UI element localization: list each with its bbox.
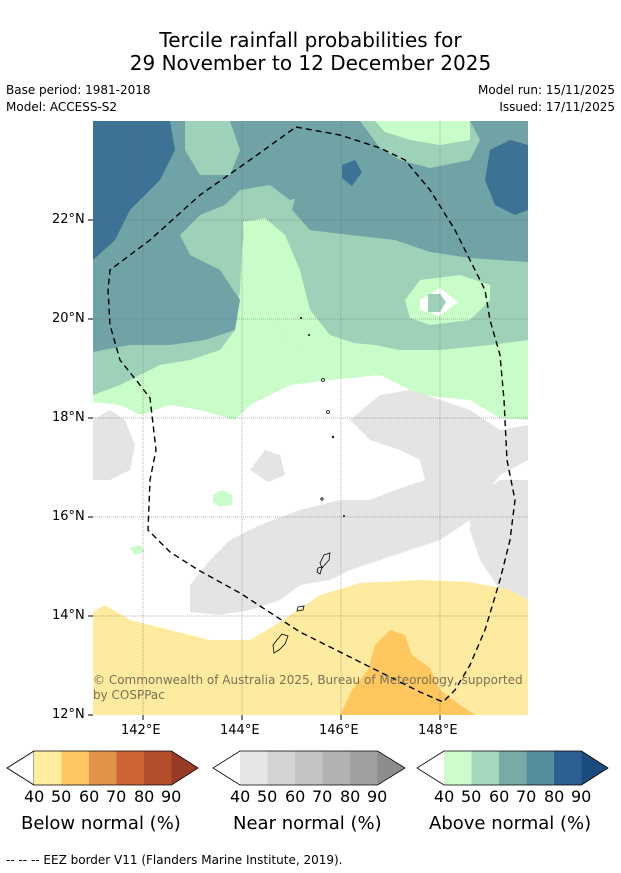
near-normal-region xyxy=(93,410,135,480)
below-cb-swatch-3 xyxy=(116,751,144,785)
model-name: Model: ACCESS-S2 xyxy=(6,100,118,114)
near-normal-patch xyxy=(250,450,285,482)
below-cb-swatch-1 xyxy=(61,751,89,785)
below-cb-swatch-4 xyxy=(144,751,172,785)
island-3 xyxy=(320,497,324,501)
island-1 xyxy=(321,378,325,382)
issued-date: Issued: 17/11/2025 xyxy=(499,100,615,114)
island-saipan xyxy=(319,552,331,569)
above-cb-swatch-3 xyxy=(526,751,554,785)
above-cb-swatch-1 xyxy=(471,751,499,785)
above-50-patch-central xyxy=(243,218,360,348)
near-cb-swatch-0 xyxy=(240,751,268,785)
below-normal-label: Below normal (%) xyxy=(21,813,181,834)
below-tick-60: 60 xyxy=(79,787,100,806)
lat-label-22n: 22°N xyxy=(52,212,85,227)
lat-label-20n: 20°N xyxy=(52,311,85,326)
title-line-2: 29 November to 12 December 2025 xyxy=(129,51,492,75)
above-60-patch-west xyxy=(185,121,240,175)
above-80-region-west xyxy=(93,121,175,260)
below-cb-swatch-2 xyxy=(89,751,117,785)
near-cb-swatch-2 xyxy=(295,751,323,785)
below-tick-90: 90 xyxy=(161,787,182,806)
near-cb-swatch-3 xyxy=(322,751,350,785)
above-80-region-east xyxy=(485,140,528,215)
near-normal-label: Near normal (%) xyxy=(233,813,382,834)
below-cb-extend-high xyxy=(171,751,198,785)
copyright-line-1: © Commonwealth of Australia 2025, Bureau… xyxy=(93,673,523,687)
copyright-line-2: by COSPPac xyxy=(93,688,165,702)
lon-label-144e: 144°E xyxy=(220,723,260,738)
title-line-1: Tercile rainfall probabilities for xyxy=(159,28,462,52)
near-tick-70: 70 xyxy=(312,787,333,806)
above-60-patch-small xyxy=(428,294,446,312)
island-6 xyxy=(307,333,310,336)
above-80-patch-2 xyxy=(95,160,114,192)
below-tick-80: 80 xyxy=(134,787,155,806)
eez-border xyxy=(107,126,516,703)
above-normal-label: Above normal (%) xyxy=(429,813,592,834)
eez-border-note: -- -- -- EEZ border V11 (Flanders Marine… xyxy=(6,853,343,867)
lon-label-142e: 142°E xyxy=(121,723,161,738)
above-tick-90: 90 xyxy=(571,787,592,806)
islands xyxy=(272,316,345,654)
above-cb-extend-high xyxy=(581,751,608,785)
above-cb-swatch-2 xyxy=(499,751,527,785)
island-7 xyxy=(342,515,345,518)
below-tick-50: 50 xyxy=(51,787,72,806)
base-period: Base period: 1981-2018 xyxy=(6,83,151,97)
below-cb-extend-low xyxy=(6,750,35,786)
above-80-patch xyxy=(342,160,362,186)
near-tick-90: 90 xyxy=(367,787,388,806)
model-run: Model run: 15/11/2025 xyxy=(477,83,615,97)
above-cb-swatch-0 xyxy=(444,751,472,785)
below-tick-70: 70 xyxy=(106,787,127,806)
colorbar-below-normal xyxy=(6,750,199,786)
above-50-small-patch xyxy=(213,490,232,507)
above-tick-60: 60 xyxy=(489,787,510,806)
near-normal-region-2 xyxy=(190,390,528,615)
near-tick-50: 50 xyxy=(257,787,278,806)
above-cb-swatch-4 xyxy=(554,751,582,785)
island-rota xyxy=(296,605,305,612)
island-2 xyxy=(326,410,330,414)
below-cb-swatch-0 xyxy=(34,751,62,785)
above-50-patch-north xyxy=(375,121,470,145)
colorbar-near-normal xyxy=(212,750,406,786)
above-50-small-patch-2 xyxy=(130,545,145,555)
above-cb-extend-low xyxy=(417,751,444,785)
lon-label-148e: 148°E xyxy=(418,723,458,738)
above-tick-40: 40 xyxy=(434,787,455,806)
island-4 xyxy=(331,435,335,439)
near-cb-extend-low xyxy=(213,751,240,785)
near-tick-40: 40 xyxy=(230,787,251,806)
axis-ticks xyxy=(88,219,441,720)
lon-label-146e: 146°E xyxy=(319,723,359,738)
colorbar-above-normal xyxy=(416,750,609,786)
near-tick-60: 60 xyxy=(285,787,306,806)
lat-label-18n: 18°N xyxy=(52,410,85,425)
near-tick-80: 80 xyxy=(340,787,361,806)
island-tinian xyxy=(316,566,323,575)
lat-label-12n: 12°N xyxy=(52,707,85,722)
near-cb-extend-high xyxy=(377,751,405,785)
near-cb-swatch-1 xyxy=(267,751,295,785)
graticule xyxy=(93,121,528,715)
below-tick-40: 40 xyxy=(24,787,45,806)
near-cb-swatch-4 xyxy=(350,751,378,785)
above-tick-70: 70 xyxy=(516,787,537,806)
above-tick-50: 50 xyxy=(461,787,482,806)
island-5 xyxy=(299,316,302,319)
lat-label-16n: 16°N xyxy=(52,509,85,524)
below-50-region xyxy=(340,630,475,715)
lat-label-14n: 14°N xyxy=(52,608,85,623)
island-guam xyxy=(272,633,289,654)
above-tick-80: 80 xyxy=(544,787,565,806)
